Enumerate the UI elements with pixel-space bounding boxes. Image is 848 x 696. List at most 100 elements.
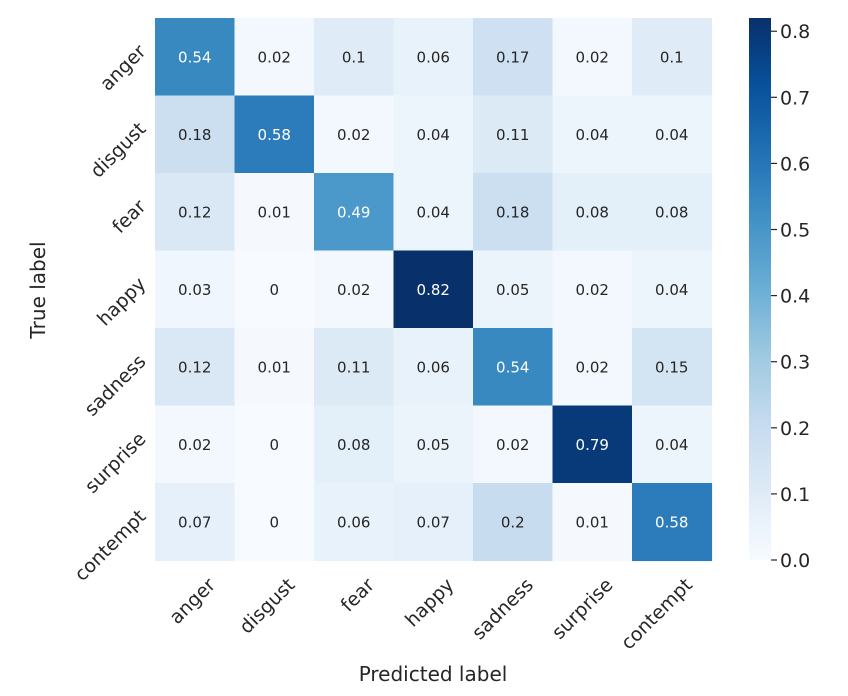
- cell-value-label: 0.07: [178, 513, 211, 531]
- cell-value-label: 0.82: [417, 281, 450, 299]
- cell-value-label: 0.04: [576, 126, 609, 144]
- colorbar-gradient: [749, 18, 771, 560]
- heatmap-cell-happy-disgust: [234, 250, 315, 329]
- heatmap-cell-contempt-anger: [155, 483, 236, 562]
- x-tick-label: contempt: [617, 574, 697, 654]
- cell-value-label: 0.02: [576, 281, 609, 299]
- heatmap-cell-fear-fear: [314, 173, 395, 252]
- cell-value-label: 0.11: [337, 358, 370, 376]
- cell-value-label: 0.08: [576, 203, 609, 221]
- y-tick-label: happy: [93, 273, 150, 330]
- x-tick-label: fear: [337, 574, 379, 616]
- cell-value-label: 0.1: [660, 48, 684, 66]
- colorbar-tick-label: 0.1: [780, 484, 810, 506]
- x-tick-label: anger: [165, 574, 220, 629]
- cell-value-label: 0.08: [655, 203, 688, 221]
- cell-value-label: 0.04: [655, 281, 688, 299]
- x-tick-label: surprise: [548, 574, 618, 644]
- heatmap-cell-contempt-sadness: [473, 483, 554, 562]
- heatmap-cell-happy-surprise: [552, 250, 633, 329]
- x-tick-label: disgust: [235, 574, 299, 638]
- x-axis-label: Predicted label: [359, 662, 508, 686]
- heatmap-cell-disgust-anger: [155, 95, 236, 174]
- cell-value-label: 0.02: [337, 281, 370, 299]
- cell-value-label: 0: [269, 513, 279, 531]
- colorbar-tick-label: 0.6: [780, 153, 810, 175]
- colorbar-ticks: 0.0 0.1 0.2 0.3 0.4 0.5 0.6 0.7 0.8: [771, 21, 810, 572]
- colorbar-tick-label: 0.4: [780, 286, 810, 308]
- heatmap-cell-sadness-surprise: [552, 328, 633, 407]
- cell-value-label: 0.01: [258, 358, 291, 376]
- cell-value-label: 0.06: [417, 358, 450, 376]
- cell-value-label: 0.04: [417, 126, 450, 144]
- heatmap-cell-sadness-contempt: [632, 328, 713, 407]
- heatmap-cell-anger-contempt: [632, 18, 713, 97]
- heatmap-cell-fear-happy: [393, 173, 474, 252]
- heatmap-cell-surprise-happy: [393, 405, 474, 484]
- cell-value-label: 0.2: [501, 513, 525, 531]
- heatmap-cell-fear-contempt: [632, 173, 713, 252]
- heatmap-cell-disgust-disgust: [234, 95, 315, 174]
- heatmap-cell-surprise-sadness: [473, 405, 554, 484]
- heatmap-cell-contempt-fear: [314, 483, 395, 562]
- cell-value-label: 0.12: [178, 203, 211, 221]
- cell-value-label: 0.02: [337, 126, 370, 144]
- heatmap-cell-happy-sadness: [473, 250, 554, 329]
- cell-value-label: 0.05: [417, 436, 450, 454]
- cell-value-label: 0.02: [576, 48, 609, 66]
- heatmap-cell-disgust-sadness: [473, 95, 554, 174]
- cell-value-label: 0.18: [496, 203, 529, 221]
- colorbar-tick-label: 0.0: [780, 550, 810, 572]
- cell-value-label: 0.07: [417, 513, 450, 531]
- y-tick-label: sadness: [80, 351, 150, 421]
- cell-value-label: 0.58: [655, 513, 688, 531]
- heatmap-cell-sadness-fear: [314, 328, 395, 407]
- heatmap-cell-sadness-happy: [393, 328, 474, 407]
- heatmap-cell-happy-contempt: [632, 250, 713, 329]
- heatmap-cell-contempt-contempt: [632, 483, 713, 562]
- cell-value-label: 0.04: [417, 203, 450, 221]
- heatmap-cell-labels: 0.54 0.02 0.1 0.06 0.17 0.02 0.1 0.18 0.58 0.02 0.…: [178, 48, 688, 531]
- heatmap-cell-fear-anger: [155, 173, 236, 252]
- cell-value-label: 0.02: [258, 48, 291, 66]
- cell-value-label: 0.04: [655, 436, 688, 454]
- heatmap-cell-surprise-fear: [314, 405, 395, 484]
- cell-value-label: 0.06: [337, 513, 370, 531]
- heatmap-cell-anger-surprise: [552, 18, 633, 97]
- heatmap-cell-disgust-contempt: [632, 95, 713, 174]
- heatmap-cell-disgust-happy: [393, 95, 474, 174]
- cell-value-label: 0.02: [496, 436, 529, 454]
- y-tick-label: surprise: [81, 428, 151, 498]
- heatmap-cell-contempt-happy: [393, 483, 474, 562]
- colorbar-tick-label: 0.5: [780, 220, 810, 242]
- cell-value-label: 0.04: [655, 126, 688, 144]
- heatmap-cell-anger-sadness: [473, 18, 554, 97]
- cell-value-label: 0.01: [576, 513, 609, 531]
- y-tick-label: contempt: [70, 506, 150, 586]
- cell-value-label: 0.08: [337, 436, 370, 454]
- cell-value-label: 0.18: [178, 126, 211, 144]
- heatmap-cell-contempt-disgust: [234, 483, 315, 562]
- cell-value-label: 0.11: [496, 126, 529, 144]
- y-tick-label: disgust: [86, 118, 150, 182]
- colorbar: [749, 18, 771, 560]
- colorbar-tick-label: 0.7: [780, 87, 810, 109]
- cell-value-label: 0.54: [178, 48, 211, 66]
- heatmap-cell-fear-surprise: [552, 173, 633, 252]
- cell-value-label: 0.12: [178, 358, 211, 376]
- colorbar-tick-label: 0.8: [780, 21, 810, 43]
- cell-value-label: 0.17: [496, 48, 529, 66]
- cell-value-label: 0.79: [576, 436, 609, 454]
- heatmap-cell-happy-happy: [393, 250, 474, 329]
- cell-value-label: 0.01: [258, 203, 291, 221]
- cell-value-label: 0.06: [417, 48, 450, 66]
- cell-value-label: 0.54: [496, 358, 529, 376]
- cell-value-label: 0.05: [496, 281, 529, 299]
- cell-value-label: 0.1: [342, 48, 366, 66]
- heatmap-cell-happy-fear: [314, 250, 395, 329]
- cell-value-label: 0.03: [178, 281, 211, 299]
- cell-value-label: 0: [269, 436, 279, 454]
- x-tick-label: happy: [401, 574, 458, 631]
